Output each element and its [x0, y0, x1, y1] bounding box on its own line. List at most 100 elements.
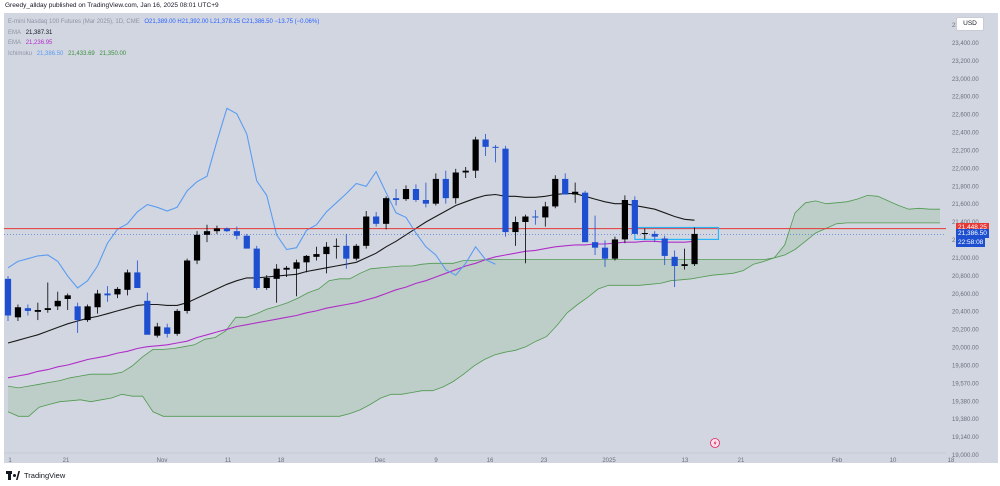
ema-fast-label: EMA	[8, 29, 22, 36]
candle-body	[442, 178, 449, 199]
candle-body	[253, 248, 260, 288]
candle-body	[651, 233, 658, 237]
candle-body	[84, 306, 91, 321]
lightning-icon	[713, 440, 717, 447]
candle-body	[223, 228, 230, 232]
candle-body	[64, 295, 71, 299]
price-chart[interactable]: 23,600.0023,400.0023,200.0023,000.0022,8…	[4, 13, 998, 464]
price-axis-tick-label: 22,400.00	[952, 131, 979, 137]
candle-body	[542, 206, 549, 218]
last-price-tag: 21,386.50	[956, 229, 989, 239]
candle-body	[392, 198, 400, 200]
candle-body	[134, 272, 141, 288]
price-axis-tick-label: 19,140.00	[952, 435, 979, 441]
candle-body	[591, 242, 599, 248]
candle-body	[582, 192, 589, 243]
price-axis-tick-label: 22,000.00	[952, 166, 979, 172]
price-axis-tick-label: 21,000.00	[952, 256, 979, 262]
ichimoku-lagging-line	[7, 107, 496, 289]
candle-body	[522, 216, 529, 222]
candle-body	[144, 300, 151, 335]
price-axis-tick-label: 22,200.00	[952, 148, 979, 154]
time-axis-tick-label: 13	[682, 458, 689, 463]
price-axis-tick-label: 19,570.00	[952, 381, 979, 387]
chart-plot-area[interactable]: 23,600.0023,400.0023,200.0023,000.0022,8…	[4, 13, 998, 464]
candle-body	[572, 191, 579, 195]
ichimoku-value-2: 21,433.69	[68, 50, 95, 57]
price-axis-tick-label: 23,000.00	[952, 77, 979, 83]
price-axis-tick-label: 21,600.00	[952, 202, 979, 208]
price-axis-tick-label: 19,800.00	[952, 363, 979, 369]
resistance-price-tag: 21,448.25	[956, 222, 989, 232]
candle-body	[432, 178, 439, 204]
candle-body	[462, 170, 469, 173]
candle-body	[333, 245, 340, 247]
candle-body	[154, 326, 161, 336]
candle-body	[114, 288, 121, 295]
price-axis-tick-label: 22,800.00	[952, 95, 979, 101]
candle-body	[193, 234, 201, 261]
time-axis-tick-label: 18	[948, 458, 955, 463]
candle-body	[681, 264, 688, 266]
ichimoku-span-b-line	[7, 194, 940, 417]
time-axis-tick-label: Dec	[375, 458, 386, 463]
time-axis-tick-label: 2025	[602, 458, 616, 463]
candle-body	[104, 293, 111, 296]
candle-body	[263, 277, 270, 288]
candle-body	[621, 200, 628, 240]
time-axis-tick-label: 23	[541, 458, 548, 463]
publish-info: Greedy_allday published on TradingView.c…	[5, 2, 219, 9]
candle-body	[213, 228, 221, 232]
candle-body	[611, 239, 619, 259]
candle-body	[24, 308, 31, 311]
candle-body	[343, 245, 350, 259]
price-axis-tick-label: 23,400.00	[952, 41, 979, 47]
price-axis-tick-label: 22,600.00	[952, 113, 979, 119]
time-axis-tick-label: 21	[63, 458, 70, 463]
candle-body	[512, 222, 519, 233]
ema-fast-value: 21,387.31	[25, 29, 53, 36]
candle-body	[74, 306, 81, 321]
price-axis-tick-label: 20,000.00	[952, 346, 979, 352]
currency-button[interactable]: USD	[956, 17, 984, 31]
ichimoku-value-3: 21,350.00	[99, 50, 127, 57]
candle-body	[233, 231, 240, 236]
time-axis-tick-label: 18	[278, 458, 285, 463]
candle-body	[34, 310, 41, 312]
price-axis-tick-label: 19,380.00	[952, 399, 979, 405]
candle-body	[203, 231, 211, 235]
candle-body	[631, 200, 638, 234]
candle-body	[452, 172, 459, 199]
candle-body	[671, 256, 678, 266]
candle-body	[54, 300, 61, 307]
candle-body	[293, 262, 300, 269]
candle-body	[283, 267, 290, 270]
ema-slow-value: 21,236.95	[25, 40, 53, 46]
ichimoku-cloud	[8, 195, 940, 417]
candle-body	[164, 327, 171, 334]
ichimoku-span-a-line	[7, 222, 940, 389]
symbol-title: E-mini Nasdaq 100 Futures (Mar 2025), 1D…	[8, 19, 140, 25]
ichimoku-value-1: 21,386.50	[36, 50, 64, 57]
price-axis-tick-label: 20,400.00	[952, 310, 979, 316]
candle-body	[94, 293, 101, 308]
price-axis-tick-label: 20,600.00	[952, 292, 979, 298]
candle-body	[412, 189, 420, 200]
candle-body	[472, 139, 479, 171]
candle-body	[492, 146, 499, 148]
price-axis-tick-label: 20,800.00	[952, 274, 979, 280]
countdown-tag: 22:58:08	[956, 238, 986, 248]
candle-body	[661, 238, 668, 256]
ema-slow-line	[7, 240, 695, 379]
chart-legend: E-mini Nasdaq 100 Futures (Mar 2025), 1D…	[8, 17, 322, 59]
candle-body	[323, 246, 330, 255]
candle-body	[243, 235, 250, 249]
footer-brand-text: TradingView	[24, 471, 66, 480]
candle-body	[562, 178, 569, 195]
time-axis-tick-label: 11	[225, 458, 232, 463]
candle-body	[383, 198, 390, 224]
footer-brand[interactable]: TradingView	[6, 471, 65, 480]
time-axis-tick-label: 10	[890, 458, 897, 463]
time-axis-tick-label: 16	[487, 458, 494, 463]
price-axis-tick-label: 19,380.00	[952, 417, 979, 423]
